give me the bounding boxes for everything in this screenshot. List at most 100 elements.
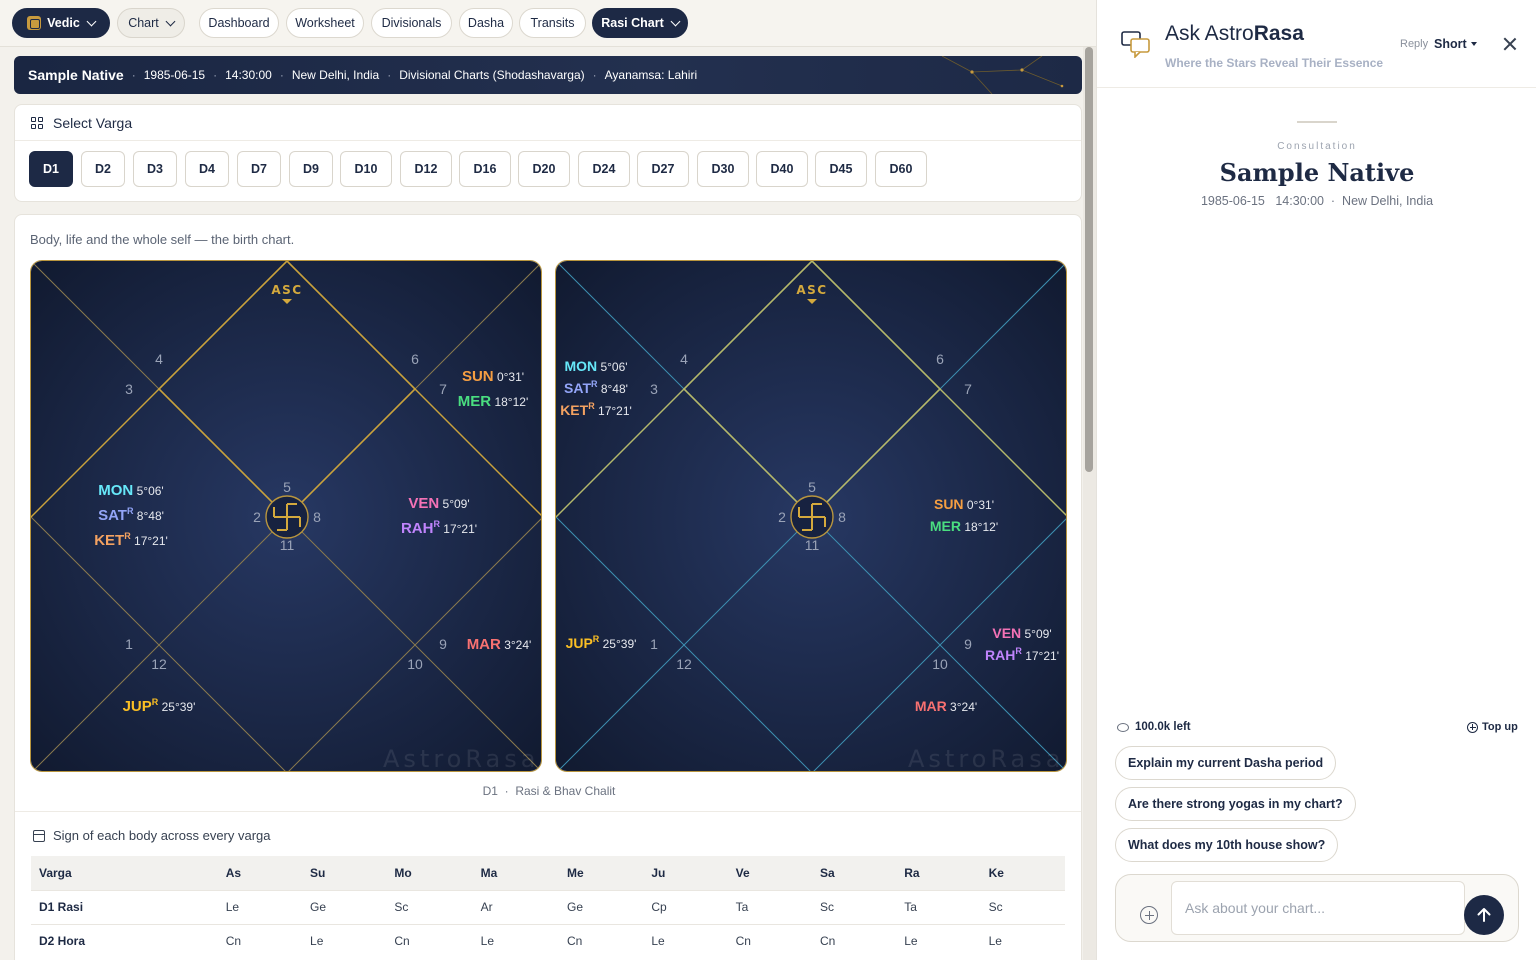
table-cell: Cn bbox=[217, 923, 303, 958]
chat-input[interactable] bbox=[1171, 881, 1465, 935]
varga-button-d20[interactable]: D20 bbox=[518, 151, 570, 187]
varga-button-d60[interactable]: D60 bbox=[875, 151, 927, 187]
varga-button-d16[interactable]: D16 bbox=[459, 151, 511, 187]
table-cell: Ge bbox=[302, 889, 387, 924]
varga-button-d27[interactable]: D27 bbox=[637, 151, 689, 187]
suggestion-chip[interactable]: What does my 10th house show? bbox=[1115, 828, 1339, 862]
house-number: 10 bbox=[407, 656, 423, 672]
varga-button-d40[interactable]: D40 bbox=[756, 151, 808, 187]
assistant-title-bold: Rasa bbox=[1253, 22, 1304, 45]
add-attachment-icon[interactable] bbox=[1140, 906, 1158, 924]
separator: · bbox=[131, 68, 136, 82]
vedic-icon bbox=[27, 16, 42, 30]
system-selector[interactable]: Vedic bbox=[12, 8, 110, 38]
house-number: 1 bbox=[125, 636, 133, 652]
banner-ayanamsa: Ayanamsa: Lahiri bbox=[604, 68, 698, 82]
house-number: 2 bbox=[778, 509, 786, 525]
chevron-down-icon bbox=[670, 16, 681, 26]
system-label: Vedic bbox=[47, 16, 80, 30]
close-icon[interactable] bbox=[1502, 36, 1518, 52]
varga-selector-card: Select Varga D1 D2 D3 D4 D7 D9 D10 D12 D16 D20 D24… bbox=[14, 104, 1082, 202]
reply-mode-dropdown[interactable]: Short bbox=[1434, 37, 1477, 51]
chart-edge bbox=[414, 388, 541, 516]
suggestion-chip[interactable]: Are there strong yogas in my chart? bbox=[1115, 787, 1356, 821]
planet-sat: SATR 8°48' bbox=[564, 379, 628, 396]
reply-mode-value: Short bbox=[1434, 37, 1467, 51]
planet-jup: JUPR 25°39' bbox=[566, 634, 637, 651]
planet-rah: RAHR 17°21' bbox=[401, 519, 477, 537]
varga-button-d3[interactable]: D3 bbox=[133, 151, 177, 187]
table-cell: Le bbox=[643, 923, 728, 958]
tab-rasi-chart[interactable]: Rasi Chart bbox=[592, 8, 688, 38]
swastika-glyph bbox=[798, 503, 826, 531]
consultation-meta: 1985-06-15 14:30:00 · New Delhi, India bbox=[1200, 194, 1434, 208]
planet-ket: KETR 17°21' bbox=[94, 531, 168, 549]
planet-ven: VEN 5°09' bbox=[992, 625, 1051, 641]
table-header-row: Varga As Su Mo Ma Me Ju Ve Sa Ra Ke bbox=[31, 856, 1065, 890]
house-number: 7 bbox=[964, 381, 972, 397]
tab-transits[interactable]: Transits bbox=[519, 8, 586, 38]
table-header-cell: Ju bbox=[643, 856, 728, 890]
varga-button-d45[interactable]: D45 bbox=[815, 151, 867, 187]
table-icon bbox=[33, 829, 45, 842]
table-header-cell: Su bbox=[302, 856, 387, 890]
chevron-down-icon bbox=[165, 16, 176, 26]
varga-button-d30[interactable]: D30 bbox=[697, 151, 749, 187]
planet-mer: MER 18°12' bbox=[930, 518, 998, 534]
native-banner: Sample Native · 1985-06-15 · 14:30:00 · … bbox=[14, 56, 1082, 94]
chalit-chart-svg: AstroRasa ASC 5 4 3 2 1 12 11 10 9 8 7 6 SUN 0°31' MER … bbox=[556, 261, 1066, 772]
planet-jup: JUPR 25°39' bbox=[123, 697, 196, 715]
varga-button-d10[interactable]: D10 bbox=[340, 151, 392, 187]
constellation-decoration bbox=[941, 56, 1064, 94]
scrollbar-thumb[interactable] bbox=[1085, 47, 1093, 472]
table-row: D1 Rasi Le Ge Sc Ar Ge Cp Ta Sc Ta Sc bbox=[31, 889, 1065, 924]
suggestion-chip[interactable]: Explain my current Dasha period bbox=[1115, 746, 1337, 780]
planet-sat: SATR 8°48' bbox=[98, 506, 164, 524]
table-title-text: Sign of each body across every varga bbox=[53, 828, 271, 843]
consultation-label: Consultation bbox=[1277, 141, 1357, 152]
table-cell: Le bbox=[472, 923, 559, 958]
varga-button-d4[interactable]: D4 bbox=[185, 151, 229, 187]
planet-sun: SUN 0°31' bbox=[462, 368, 524, 385]
varga-button-d12[interactable]: D12 bbox=[400, 151, 452, 187]
bhav-chalit-chart: AstroRasa ASC 5 4 3 2 1 12 11 10 9 8 7 6 SUN 0°31' MER … bbox=[555, 260, 1067, 772]
credits-indicator: 100.0k left bbox=[1117, 721, 1191, 733]
varga-header: Select Varga bbox=[15, 105, 1081, 141]
varga-button-d7[interactable]: D7 bbox=[237, 151, 281, 187]
coin-icon bbox=[1117, 722, 1129, 732]
house-number: 8 bbox=[838, 509, 846, 525]
chart-menu[interactable]: Chart bbox=[117, 8, 185, 38]
banner-section: Divisional Charts (Shodashavarga) bbox=[399, 68, 585, 82]
chart-edge bbox=[31, 388, 160, 518]
house-number: 9 bbox=[439, 636, 447, 652]
varga-table-section: Sign of each body across every varga Var… bbox=[15, 811, 1081, 958]
table-header-cell: Varga bbox=[31, 856, 218, 890]
send-button[interactable] bbox=[1464, 895, 1504, 935]
tab-divisionals[interactable]: Divisionals bbox=[371, 8, 452, 38]
house-number: 5 bbox=[283, 479, 291, 495]
table-cell: D1 Rasi bbox=[31, 889, 218, 924]
grid-icon bbox=[31, 116, 43, 129]
tab-dasha[interactable]: Dasha bbox=[459, 8, 513, 38]
chevron-down-icon bbox=[86, 16, 97, 26]
plus-circle-icon bbox=[1467, 721, 1478, 733]
asc-marker-icon bbox=[807, 299, 817, 304]
table-cell: Ge bbox=[559, 889, 644, 924]
rasi-chart-svg: AstroRasa ASC 5 4 3 2 1 12 11 10 9 8 7 6 SUN 0°31' MER … bbox=[31, 261, 541, 771]
watermark: AstroRasa bbox=[908, 745, 1064, 772]
table-cell: Sc bbox=[980, 889, 1065, 924]
planet-sun: SUN 0°31' bbox=[934, 496, 994, 512]
tab-dashboard[interactable]: Dashboard bbox=[199, 8, 279, 38]
reply-label: Reply bbox=[1400, 38, 1429, 50]
varga-button-d2[interactable]: D2 bbox=[81, 151, 125, 187]
house-number: 5 bbox=[808, 479, 816, 495]
top-up-button[interactable]: Top up bbox=[1467, 721, 1518, 733]
planet-ven: VEN 5°09' bbox=[408, 495, 469, 512]
main-scrollbar[interactable] bbox=[1083, 47, 1096, 960]
assistant-title: Ask AstroRasa bbox=[1165, 22, 1304, 46]
varga-button-d24[interactable]: D24 bbox=[578, 151, 630, 187]
varga-button-d9[interactable]: D9 bbox=[289, 151, 333, 187]
table-cell: Cp bbox=[643, 889, 728, 924]
varga-button-d1[interactable]: D1 bbox=[29, 151, 73, 187]
tab-worksheet[interactable]: Worksheet bbox=[286, 8, 364, 38]
